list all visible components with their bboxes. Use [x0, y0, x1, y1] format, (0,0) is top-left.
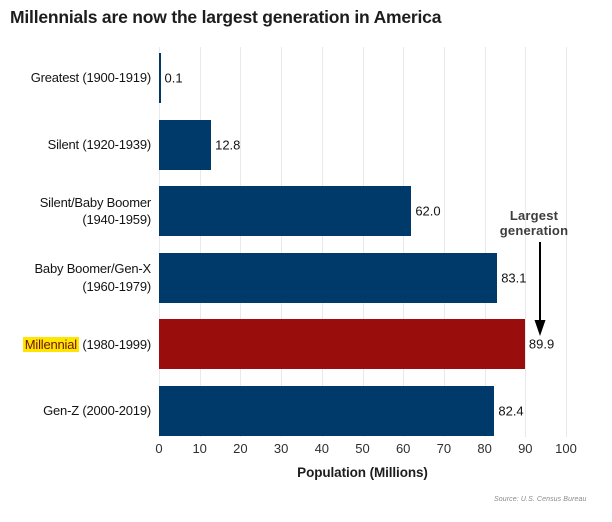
gridline: [240, 47, 242, 437]
bar-row: Silent/Baby Boomer (1940-1959) 62.0: [0, 186, 612, 237]
chart-title: Millennials are now the largest generati…: [10, 7, 442, 27]
value-label: 12.8: [215, 137, 241, 153]
down-arrow-icon: [534, 242, 546, 336]
x-tick-label: 60: [395, 441, 411, 456]
highlighted-category-text: Millennial: [22, 336, 79, 352]
gridline: [362, 47, 364, 437]
value-label: 62.0: [415, 203, 441, 219]
source-credit: Source: U.S. Census Bureau: [494, 496, 587, 503]
x-tick-label: 100: [555, 441, 577, 456]
gridline: [525, 47, 527, 437]
gridline: [484, 47, 486, 437]
category-label: Millennial (1980-1999): [22, 336, 151, 352]
gridline: [159, 47, 160, 437]
bar-highlighted: [159, 319, 525, 370]
x-tick-label: 50: [355, 441, 370, 456]
category-label: Silent (1920-1939): [47, 136, 152, 152]
bar-row: Gen-Z (2000-2019) 82.4: [0, 386, 612, 436]
bar: [159, 119, 212, 170]
gridline: [403, 47, 405, 437]
category-label: Gen-Z (2000-2019): [43, 403, 151, 419]
gridline: [321, 47, 323, 437]
x-tick-label: 20: [233, 441, 248, 456]
gridline: [281, 47, 283, 437]
bar: [159, 386, 495, 436]
category-label: Silent/Baby Boomer (1940-1959): [39, 194, 151, 228]
x-tick-label: 90: [518, 441, 533, 456]
gridline: [443, 47, 445, 437]
x-tick-label: 70: [436, 441, 452, 456]
largest-generation-annotation: Largest generation: [488, 208, 580, 238]
x-tick-label: 10: [192, 441, 207, 456]
bar-row: Millennial (1980-1999) 89.9: [0, 319, 612, 370]
value-label: 83.1: [501, 270, 527, 286]
x-tick-label: 40: [314, 441, 330, 456]
x-tick-label: 0: [155, 441, 163, 456]
plot-area: Greatest (1900-1919) 0.1 Silent (1920-1939…: [0, 47, 612, 437]
category-label: Baby Boomer/Gen-X (1960-1979): [34, 261, 151, 294]
x-axis-label: Population (Millions): [297, 465, 428, 480]
bar: [159, 186, 412, 237]
value-label: 89.9: [528, 336, 555, 352]
gridline: [199, 47, 201, 437]
bar-row: Silent (1920-1939) 12.8: [0, 119, 612, 170]
value-label: 0.1: [164, 70, 183, 86]
bar-row: Baby Boomer/Gen-X (1960-1979) 83.1: [0, 252, 612, 303]
annotation-line-2: generation: [499, 223, 569, 238]
bar: [159, 252, 498, 303]
bar-row: Greatest (1900-1919) 0.1: [0, 53, 612, 103]
annotation-line-1: Largest: [509, 208, 559, 223]
gridline: [566, 47, 567, 437]
bar: [159, 53, 161, 103]
category-label: Greatest (1900-1919): [30, 70, 151, 86]
x-tick-label: 80: [477, 441, 492, 456]
value-label: 82.4: [498, 403, 524, 419]
x-axis-ticks: 0 10 20 30 40 50 60 70 80 90 100: [0, 441, 612, 457]
x-tick-label: 30: [273, 441, 289, 456]
